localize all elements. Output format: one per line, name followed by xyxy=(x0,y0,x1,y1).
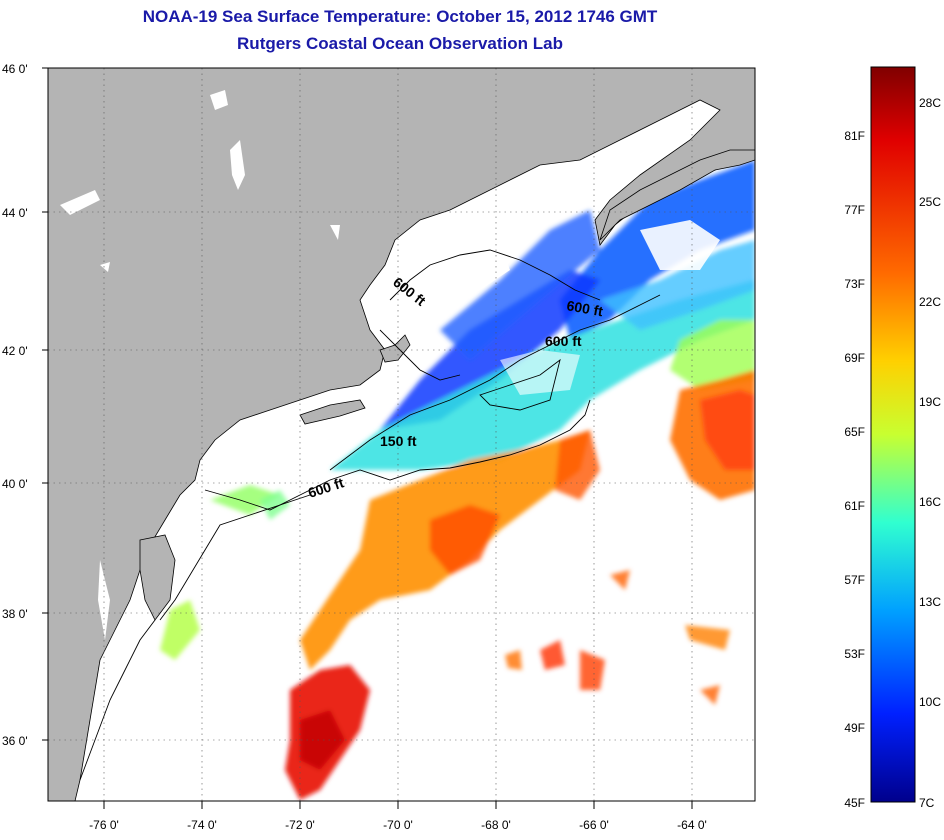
colorbar-f-label: 69F xyxy=(844,351,865,365)
contour-label-600ft-c: 600 ft xyxy=(545,333,582,349)
colorbar xyxy=(870,66,916,803)
lon-label: -70 0' xyxy=(383,818,413,832)
map-content: 600 ft 600 ft 600 ft 150 ft 600 ft xyxy=(48,68,755,801)
contour-label-600ft-b: 600 ft xyxy=(565,297,604,319)
colorbar-f-label: 53F xyxy=(844,647,865,661)
colorbar-c-label: 16C xyxy=(919,495,941,509)
colorbar-c-label: 7C xyxy=(919,796,935,810)
lat-label: 40 0' xyxy=(2,477,28,491)
colorbar-c-label: 22C xyxy=(919,295,941,309)
colorbar-f-label: 49F xyxy=(844,721,865,735)
colorbar-c-label: 19C xyxy=(919,395,941,409)
colorbar-f-label: 81F xyxy=(844,129,865,143)
lon-label: -68 0' xyxy=(481,818,511,832)
colorbar-f-label: 73F xyxy=(844,277,865,291)
lat-label: 36 0' xyxy=(2,734,28,748)
lon-label: -74 0' xyxy=(187,818,217,832)
colorbar-c-label: 28C xyxy=(919,96,941,110)
contour-label-150ft: 150 ft xyxy=(380,433,417,449)
chart-title: NOAA-19 Sea Surface Temperature: October… xyxy=(142,7,658,26)
colorbar-f-label: 61F xyxy=(844,499,865,513)
lat-label: 38 0' xyxy=(2,607,28,621)
lat-label: 46 0' xyxy=(2,62,28,76)
lon-label: -72 0' xyxy=(285,818,315,832)
chart-subtitle: Rutgers Coastal Ocean Observation Lab xyxy=(237,34,563,53)
colorbar-c-label: 13C xyxy=(919,595,941,609)
isobath-contours xyxy=(79,249,661,781)
colorbar-f-label: 57F xyxy=(844,573,865,587)
lon-label: -64 0' xyxy=(677,818,707,832)
colorbar-f-label: 45F xyxy=(844,796,865,810)
lon-label: -76 0' xyxy=(89,818,119,832)
lon-label: -66 0' xyxy=(579,818,609,832)
grid-lines xyxy=(48,68,755,801)
sst-data-layer xyxy=(145,160,755,800)
map-border xyxy=(47,67,756,802)
colorbar-f-label: 65F xyxy=(844,425,865,439)
colorbar-c-label: 25C xyxy=(919,195,941,209)
colorbar-c-label: 10C xyxy=(919,695,941,709)
lat-label: 42 0' xyxy=(2,344,28,358)
colorbar-f-label: 77F xyxy=(844,203,865,217)
axis-ticks xyxy=(42,67,693,809)
land-layer xyxy=(48,68,755,801)
lat-label: 44 0' xyxy=(2,206,28,220)
